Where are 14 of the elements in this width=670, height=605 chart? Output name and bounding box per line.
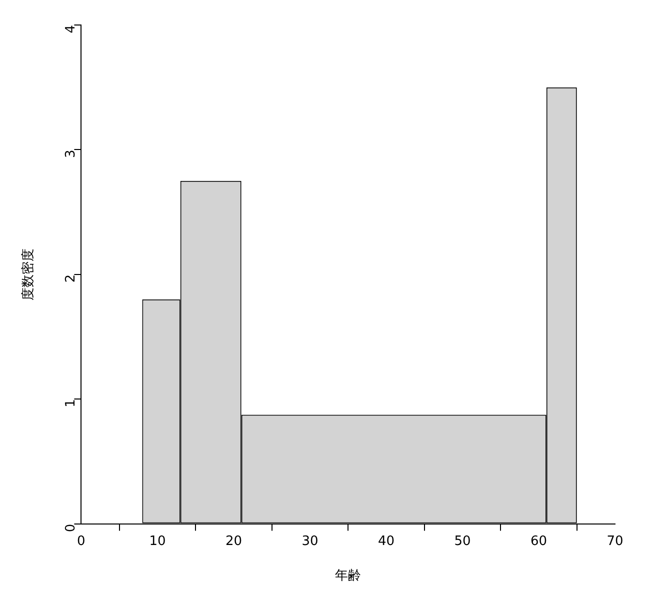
y-axis-title: 度数密度	[20, 248, 36, 300]
y-tick-label: 3	[64, 150, 79, 158]
x-tick-label: 50	[454, 534, 471, 549]
y-tick-label: 2	[64, 274, 79, 283]
y-tick-label: 1	[64, 399, 79, 408]
x-tick-label: 60	[530, 534, 548, 549]
y-tick-label: 0	[64, 524, 79, 532]
x-axis-title: 年齢	[335, 568, 362, 584]
x-tick-label: 40	[378, 534, 394, 549]
x-tick-label: 20	[225, 534, 242, 549]
x-tick-label: 70	[606, 534, 624, 549]
x-tick-label: 10	[149, 534, 166, 549]
x-tick-label: 30	[302, 534, 318, 549]
y-tick-label: 4	[64, 25, 79, 34]
